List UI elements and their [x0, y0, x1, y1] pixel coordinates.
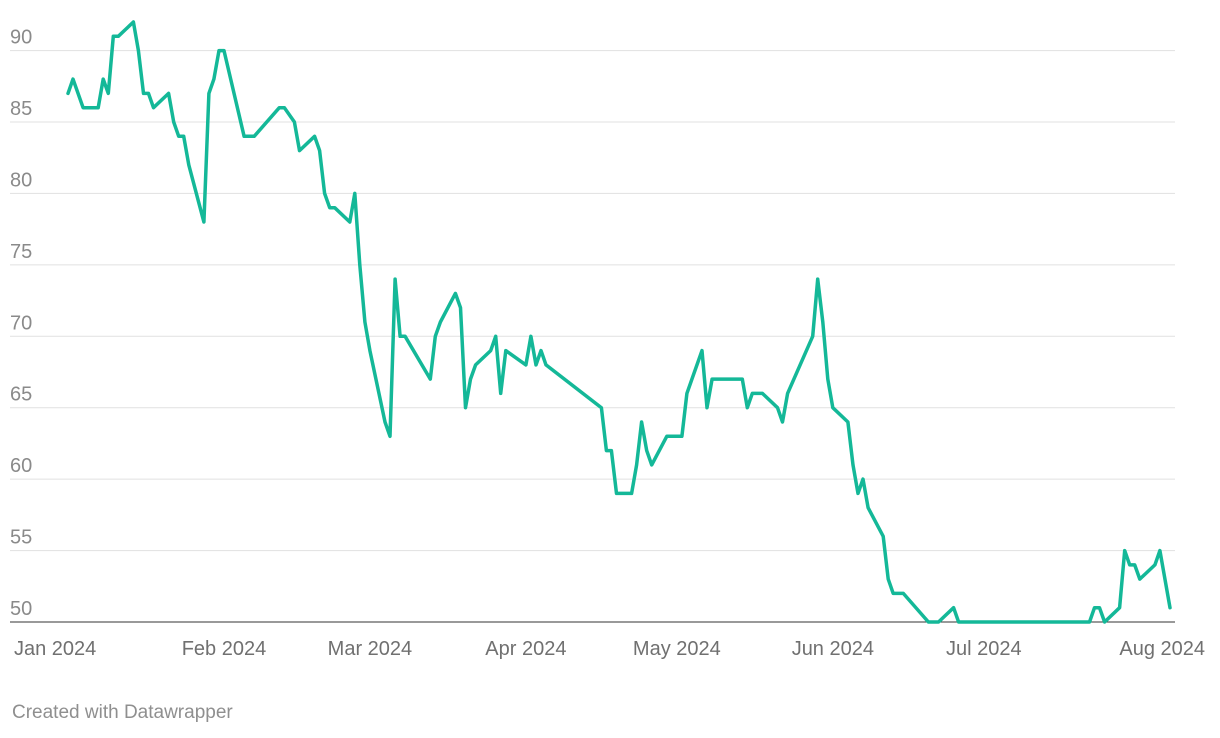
y-tick-label: 90 — [10, 27, 32, 49]
y-tick-label: 65 — [10, 384, 32, 406]
credit-text: Created with Datawrapper — [12, 702, 233, 723]
y-axis-tick-labels: 50 55 60 65 70 75 80 85 90 — [10, 27, 32, 620]
y-tick-label: 70 — [10, 312, 32, 334]
series-lines — [66, 20, 1172, 624]
y-tick-label: 50 — [10, 598, 32, 620]
y-tick-label: 75 — [10, 241, 32, 263]
y-tick-label: 60 — [10, 455, 32, 477]
x-tick-label: May 2024 — [633, 638, 721, 660]
x-tick-label: Mar 2024 — [328, 638, 413, 660]
series-line — [66, 20, 1172, 624]
x-tick-label: Apr 2024 — [485, 638, 566, 660]
x-axis-tick-labels: Jan 2024 Feb 2024 Mar 2024 Apr 2024 May 2024… — [14, 638, 1205, 660]
x-tick-label: Aug 2024 — [1119, 638, 1205, 660]
y-tick-label: 85 — [10, 98, 32, 120]
x-tick-label: Jun 2024 — [792, 638, 874, 660]
y-tick-label: 55 — [10, 527, 32, 549]
x-tick-label: Jan 2024 — [14, 638, 96, 660]
x-tick-label: Jul 2024 — [946, 638, 1022, 660]
y-tick-label: 80 — [10, 169, 32, 191]
x-tick-label: Feb 2024 — [182, 638, 267, 660]
